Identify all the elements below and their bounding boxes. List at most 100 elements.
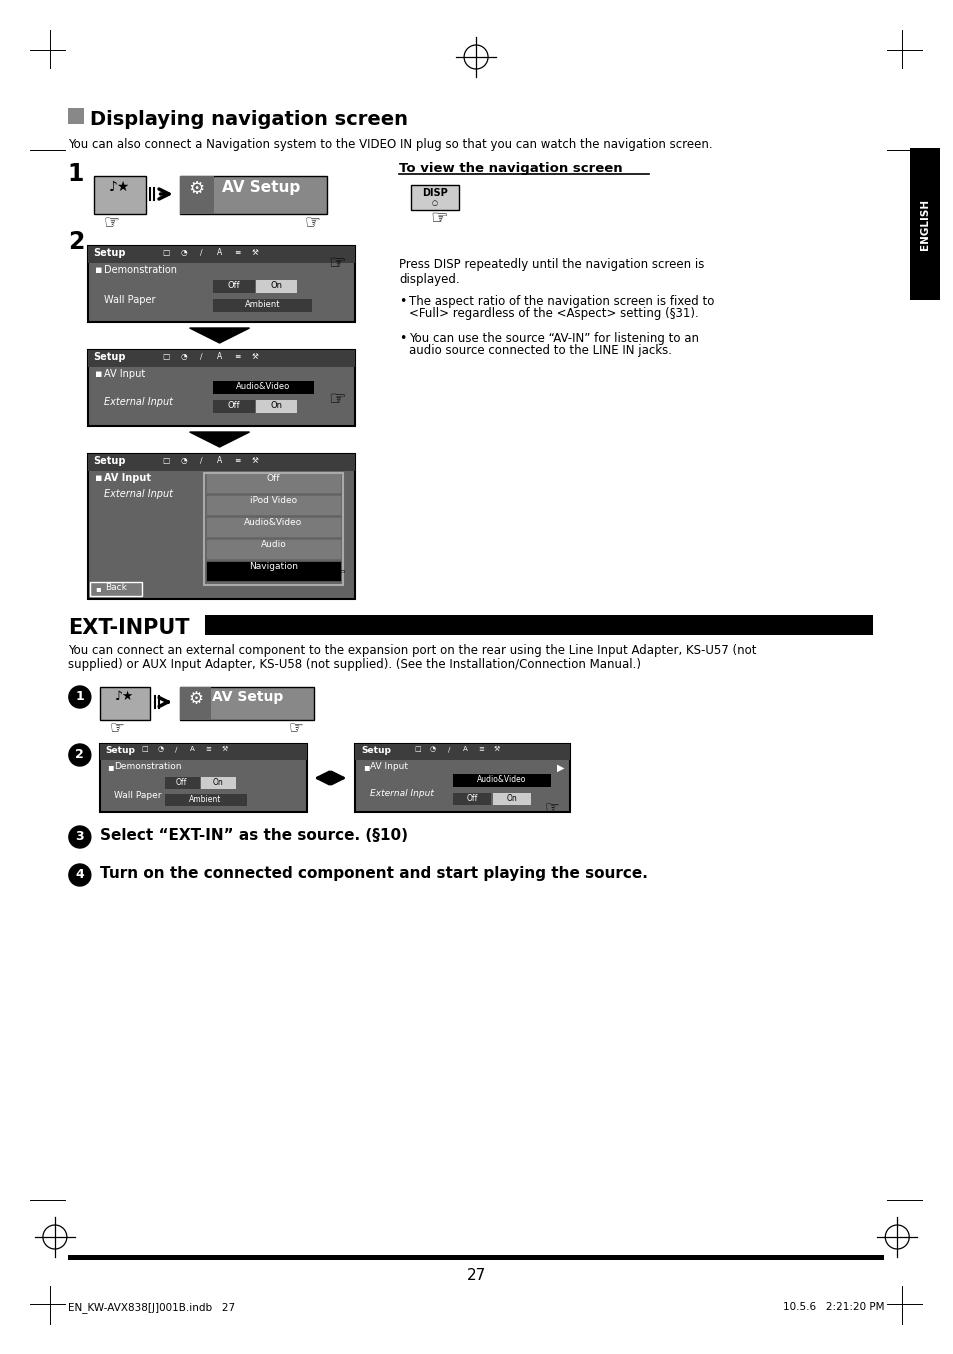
Text: ∕: ∕ <box>448 746 450 751</box>
Text: ⚒: ⚒ <box>252 248 258 257</box>
Bar <box>206 517 341 538</box>
Text: Off: Off <box>227 401 239 410</box>
Bar <box>206 496 341 515</box>
Text: ○: ○ <box>432 200 437 206</box>
Bar <box>179 686 314 720</box>
Text: External Input: External Input <box>104 397 172 408</box>
Text: •: • <box>398 332 406 345</box>
Text: Audio: Audio <box>260 540 286 548</box>
Text: On: On <box>271 282 282 290</box>
Bar <box>165 793 246 806</box>
Text: DISP: DISP <box>422 188 448 198</box>
Bar <box>200 777 235 789</box>
Bar <box>68 1255 883 1261</box>
Text: 1: 1 <box>75 691 84 703</box>
Text: ▶: ▶ <box>557 764 564 773</box>
Text: Audio&Video: Audio&Video <box>244 519 302 527</box>
Bar <box>453 774 550 787</box>
Text: You can also connect a Navigation system to the VIDEO IN plug so that you can wa: You can also connect a Navigation system… <box>68 138 712 152</box>
Bar <box>213 399 254 413</box>
Text: □: □ <box>141 746 148 751</box>
Text: External Input: External Input <box>370 789 434 798</box>
Bar <box>179 176 327 214</box>
Text: □: □ <box>162 352 169 362</box>
Text: ◔: ◔ <box>180 456 187 464</box>
Text: 2: 2 <box>75 747 84 761</box>
Text: On: On <box>271 401 282 410</box>
Polygon shape <box>190 432 250 447</box>
Text: ▪: ▪ <box>107 762 113 772</box>
Bar <box>213 299 312 311</box>
Text: □: □ <box>162 248 169 257</box>
Text: You can use the source “AV-IN” for listening to an: You can use the source “AV-IN” for liste… <box>409 332 699 345</box>
Bar <box>88 349 355 367</box>
Text: A: A <box>216 456 222 464</box>
Bar <box>204 615 872 635</box>
Text: ▪: ▪ <box>94 584 100 593</box>
Text: ☞: ☞ <box>328 390 346 409</box>
Text: □: □ <box>162 456 169 464</box>
Text: ▶: ▶ <box>358 370 365 379</box>
Text: A: A <box>462 746 467 751</box>
Bar <box>165 777 199 789</box>
Bar <box>213 380 314 394</box>
Text: ◔: ◔ <box>430 746 436 751</box>
Text: ⚙: ⚙ <box>188 691 203 708</box>
Text: ☞: ☞ <box>544 799 558 816</box>
Bar <box>411 185 458 210</box>
Bar <box>206 539 341 559</box>
Text: ♪★: ♪★ <box>115 691 134 703</box>
Text: You can connect an external component to the expansion port on the rear using th: You can connect an external component to… <box>68 645 756 657</box>
Bar <box>203 473 343 585</box>
Text: ☞: ☞ <box>304 213 320 232</box>
Text: AV Input: AV Input <box>370 762 408 770</box>
Text: A: A <box>216 352 222 362</box>
Text: Off: Off <box>175 779 187 787</box>
Bar <box>88 454 355 598</box>
Bar <box>88 246 355 263</box>
Text: Off: Off <box>267 474 280 483</box>
Circle shape <box>69 864 91 886</box>
Text: ∕: ∕ <box>200 352 203 362</box>
Text: Ambient: Ambient <box>190 795 221 804</box>
Text: ≡: ≡ <box>234 248 240 257</box>
Text: ◔: ◔ <box>157 746 164 751</box>
Text: ⚒: ⚒ <box>252 456 258 464</box>
Text: ☞: ☞ <box>328 255 346 274</box>
Text: Off: Off <box>466 793 477 803</box>
Bar <box>206 473 341 493</box>
Text: Ambient: Ambient <box>245 301 280 309</box>
Text: Setup: Setup <box>92 248 125 259</box>
Text: Audio&Video: Audio&Video <box>476 774 526 784</box>
Text: On: On <box>506 793 517 803</box>
Text: □: □ <box>414 746 420 751</box>
Text: ☞: ☞ <box>289 719 304 737</box>
Text: Back: Back <box>105 584 127 592</box>
Text: 3: 3 <box>75 830 84 844</box>
Text: ∕: ∕ <box>175 746 177 751</box>
Text: 10.5.6   2:21:20 PM: 10.5.6 2:21:20 PM <box>782 1303 883 1312</box>
Bar <box>68 108 84 125</box>
Text: AV Input: AV Input <box>104 473 151 483</box>
Text: ⚙: ⚙ <box>189 180 205 198</box>
Text: External Input: External Input <box>104 489 172 500</box>
Text: ☞: ☞ <box>110 719 124 737</box>
Bar <box>100 743 307 760</box>
Bar <box>453 793 491 806</box>
Text: ☞: ☞ <box>430 209 447 227</box>
Text: 1: 1 <box>68 162 84 185</box>
Text: •: • <box>398 295 406 307</box>
Text: Demonstration: Demonstration <box>113 762 181 770</box>
Text: Demonstration: Demonstration <box>104 265 176 275</box>
Text: ∕: ∕ <box>200 248 203 257</box>
Polygon shape <box>190 328 250 343</box>
Bar <box>255 280 297 292</box>
Bar <box>90 582 142 596</box>
Text: ENGLISH: ENGLISH <box>920 199 929 249</box>
Text: 2: 2 <box>68 230 84 255</box>
Circle shape <box>69 826 91 848</box>
Text: Wall Paper: Wall Paper <box>113 791 161 800</box>
Text: Displaying navigation screen: Displaying navigation screen <box>90 110 407 129</box>
Bar <box>88 454 355 471</box>
Text: Wall Paper: Wall Paper <box>104 295 155 305</box>
